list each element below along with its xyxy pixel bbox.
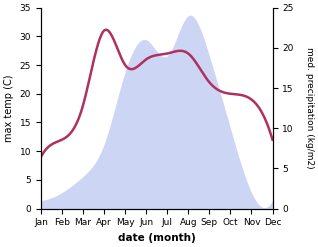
X-axis label: date (month): date (month) <box>118 233 196 243</box>
Y-axis label: max temp (C): max temp (C) <box>4 74 14 142</box>
Y-axis label: med. precipitation (kg/m2): med. precipitation (kg/m2) <box>305 47 314 169</box>
